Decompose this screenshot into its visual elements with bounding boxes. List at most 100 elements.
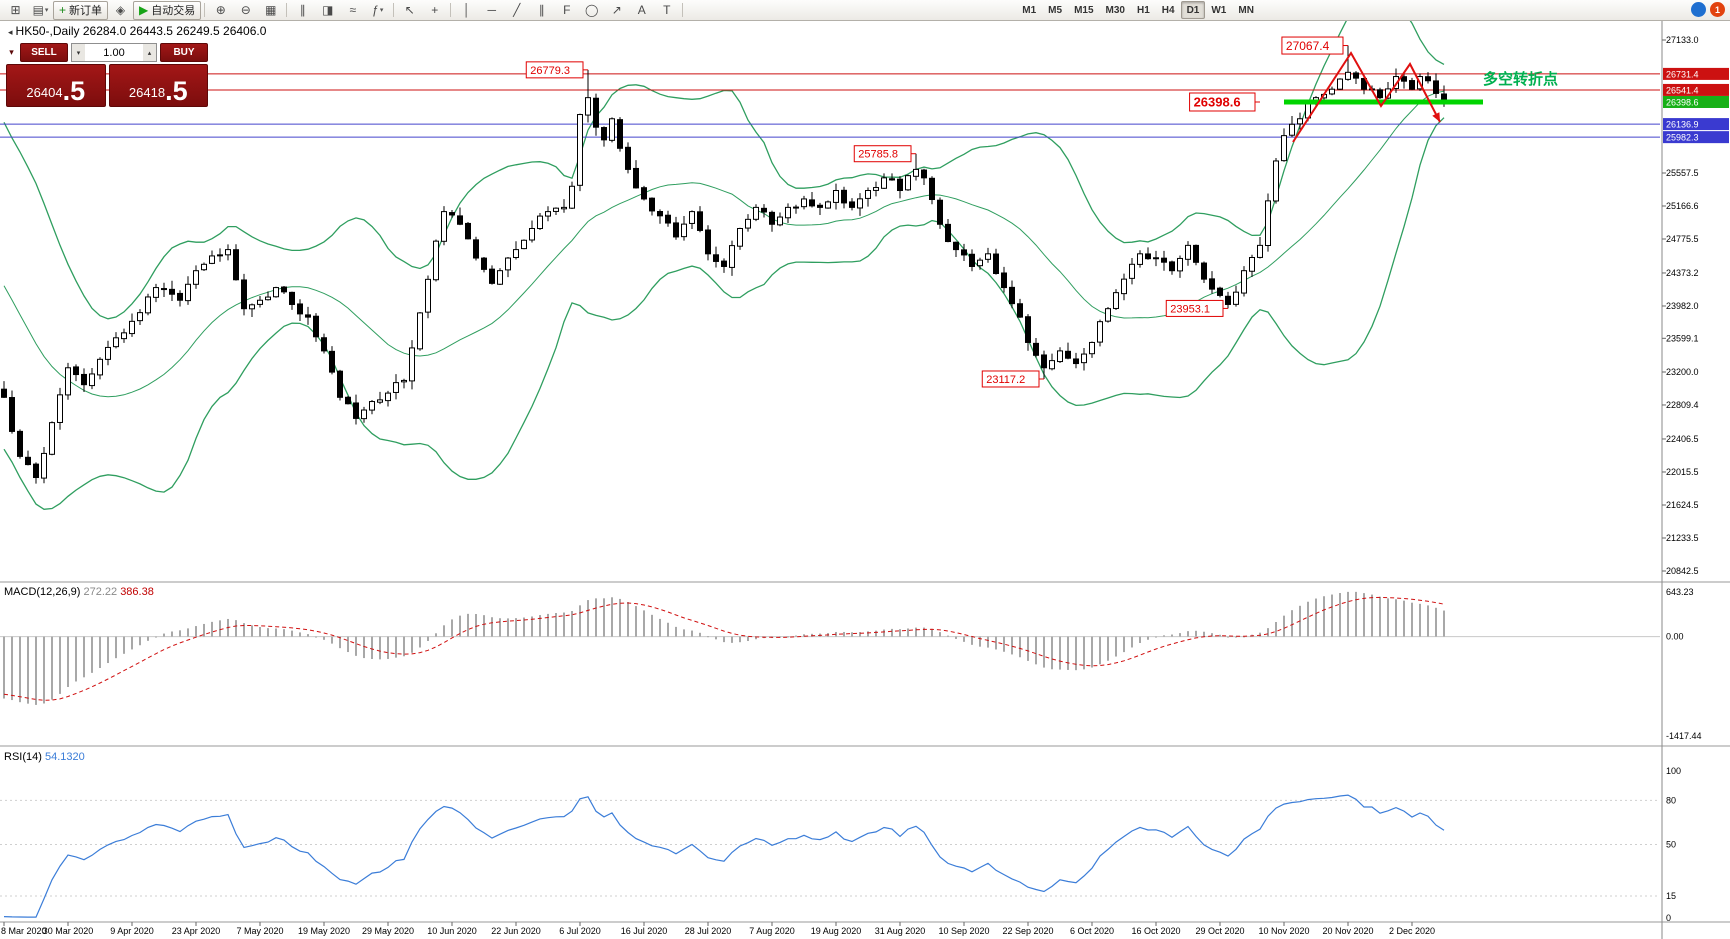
community-icon[interactable]: [1691, 2, 1706, 17]
date-label: 22 Jun 2020: [491, 926, 541, 936]
timeframe-m1[interactable]: M1: [1022, 4, 1037, 16]
channel-icon: ∥: [538, 3, 545, 17]
trendline-icon: ╱: [513, 3, 521, 17]
horizontal-lines[interactable]: [0, 73, 1660, 138]
svg-text:21233.5: 21233.5: [1666, 533, 1699, 543]
line-chart-icon[interactable]: ≈: [340, 1, 365, 20]
svg-text:50: 50: [1666, 840, 1676, 850]
auto-trading-button[interactable]: ▶ 自动交易: [133, 0, 202, 20]
date-label: 22 Sep 2020: [1002, 926, 1053, 936]
fibonacci-icon[interactable]: F: [554, 1, 579, 20]
price-annotation[interactable]: [1189, 92, 1256, 112]
symbol-marker-icon: ◂: [8, 27, 13, 37]
buy-price-button[interactable]: 26418.5: [108, 64, 208, 107]
price-chart-svg[interactable]: 多空转折点 26779.3 27067.4 26398.6 25785.8 23953.1…: [0, 21, 1730, 939]
svg-text:21624.5: 21624.5: [1666, 500, 1699, 510]
indicators-icon[interactable]: ƒ ▾: [365, 1, 390, 20]
svg-text:23953.1: 23953.1: [1170, 303, 1210, 315]
vertical-line-icon: │: [463, 3, 471, 17]
timeframe-h4[interactable]: H4: [1161, 4, 1175, 16]
buy-button[interactable]: BUY: [160, 43, 208, 62]
channel-icon[interactable]: ∥: [529, 1, 554, 20]
date-label: 19 Aug 2020: [811, 926, 862, 936]
date-label: 8 Mar 2020: [1, 926, 47, 936]
date-label: 2 Dec 2020: [1389, 926, 1435, 936]
buy-price-int: 26418: [128, 85, 166, 100]
expert-advisors-icon: ◈: [115, 3, 126, 17]
note-annotation[interactable]: 多空转折点: [1483, 70, 1558, 88]
date-label: 10 Sep 2020: [938, 926, 989, 936]
date-label: 7 May 2020: [236, 926, 283, 936]
timeframe-mn[interactable]: MN: [1238, 4, 1254, 16]
timeframe-h1[interactable]: H1: [1136, 4, 1150, 16]
zoom-in-icon[interactable]: ⊕: [208, 1, 233, 20]
price-annotations[interactable]: 26779.3 27067.4 26398.6 25785.8 23953.1 23117…: [525, 36, 1348, 388]
auto-trading-button-label: 自动交易: [151, 5, 196, 17]
bars-icon[interactable]: ∥: [290, 1, 315, 20]
zoom-out-icon[interactable]: ⊖: [233, 1, 258, 20]
price-annotation[interactable]: [1281, 36, 1344, 55]
new-order-button[interactable]: + 新订单: [53, 0, 109, 20]
zigzag-drawing[interactable]: [1292, 51, 1441, 143]
price-annotation[interactable]: [1165, 299, 1224, 317]
sell-button[interactable]: SELL: [20, 43, 68, 62]
rsi-panel[interactable]: RSI(14) 54.1320 100 80 50 15 0: [0, 751, 1681, 923]
price-badge: [1663, 83, 1729, 96]
vertical-line-icon[interactable]: │: [454, 1, 479, 20]
price-axis[interactable]: 27133.0 25557.5 25166.6 24775.5 24373.2 23982…: [1662, 35, 1729, 576]
svg-text:100: 100: [1666, 766, 1681, 776]
notification-badge[interactable]: 1: [1710, 2, 1725, 17]
shapes-icon[interactable]: ◯: [579, 1, 604, 20]
volume-down-icon[interactable]: ▾: [72, 44, 85, 61]
chevron-down-icon: ▾: [379, 7, 384, 14]
svg-text:22015.5: 22015.5: [1666, 467, 1699, 477]
arrows-icon: ↗: [611, 3, 622, 17]
tile-windows-icon[interactable]: ▦: [258, 1, 283, 20]
date-label: 6 Oct 2020: [1070, 926, 1114, 936]
timeframe-w1[interactable]: W1: [1211, 4, 1227, 16]
rsi-label: RSI(14) 54.1320: [4, 751, 85, 763]
svg-text:24775.5: 24775.5: [1666, 234, 1699, 244]
date-label: 7 Aug 2020: [749, 926, 795, 936]
one-click-collapse-icon[interactable]: ▾: [9, 47, 14, 57]
timeframe-m15[interactable]: M15: [1074, 4, 1094, 16]
volume-input[interactable]: [85, 44, 143, 61]
candles-icon[interactable]: ◨: [315, 1, 340, 20]
date-label: 6 Jul 2020: [559, 926, 601, 936]
sell-price-button[interactable]: 26404.5: [6, 64, 106, 107]
price-annotation[interactable]: [853, 145, 912, 163]
date-label: 16 Jul 2020: [621, 926, 668, 936]
timeframe-d1[interactable]: D1: [1180, 1, 1206, 19]
svg-text:25982.3: 25982.3: [1666, 133, 1699, 143]
arrows-icon[interactable]: ↗: [604, 1, 629, 20]
horizontal-line-icon[interactable]: ─: [479, 1, 504, 20]
expert-advisors-icon[interactable]: ◈: [108, 1, 133, 20]
svg-text:0: 0: [1666, 913, 1671, 923]
new-chart-icon[interactable]: ⊞: [3, 1, 28, 20]
profiles-icon: ▤: [32, 3, 44, 17]
price-annotation[interactable]: [525, 61, 584, 79]
volume-up-icon[interactable]: ▴: [143, 44, 156, 61]
candles-icon: ◨: [322, 3, 334, 17]
price-badge: [1663, 118, 1729, 131]
cursor-icon[interactable]: ↖: [397, 1, 422, 20]
price-badge: [1663, 95, 1729, 108]
zoom-out-icon: ⊖: [240, 3, 251, 17]
crosshair-icon: +: [431, 3, 439, 17]
timeframe-m30[interactable]: M30: [1105, 4, 1125, 16]
price-annotation[interactable]: [981, 370, 1040, 388]
timeframe-m5[interactable]: M5: [1048, 4, 1063, 16]
profiles-icon[interactable]: ▤ ▾: [28, 1, 53, 20]
label-icon[interactable]: T: [654, 1, 679, 20]
crosshair-icon[interactable]: +: [422, 1, 447, 20]
panel-frame: [0, 21, 1730, 939]
trendline-icon[interactable]: ╱: [504, 1, 529, 20]
date-label: 23 Apr 2020: [172, 926, 221, 936]
text-icon[interactable]: A: [629, 1, 654, 20]
tile-windows-icon: ▦: [265, 3, 277, 17]
buy-price-frac: .5: [165, 76, 188, 107]
macd-panel[interactable]: MACD(12,26,9) 272.22 386.38 643.23 0.00 -14…: [0, 586, 1702, 741]
svg-text:26136.9: 26136.9: [1666, 120, 1699, 130]
volume-box: ▾ ▴: [71, 43, 157, 62]
